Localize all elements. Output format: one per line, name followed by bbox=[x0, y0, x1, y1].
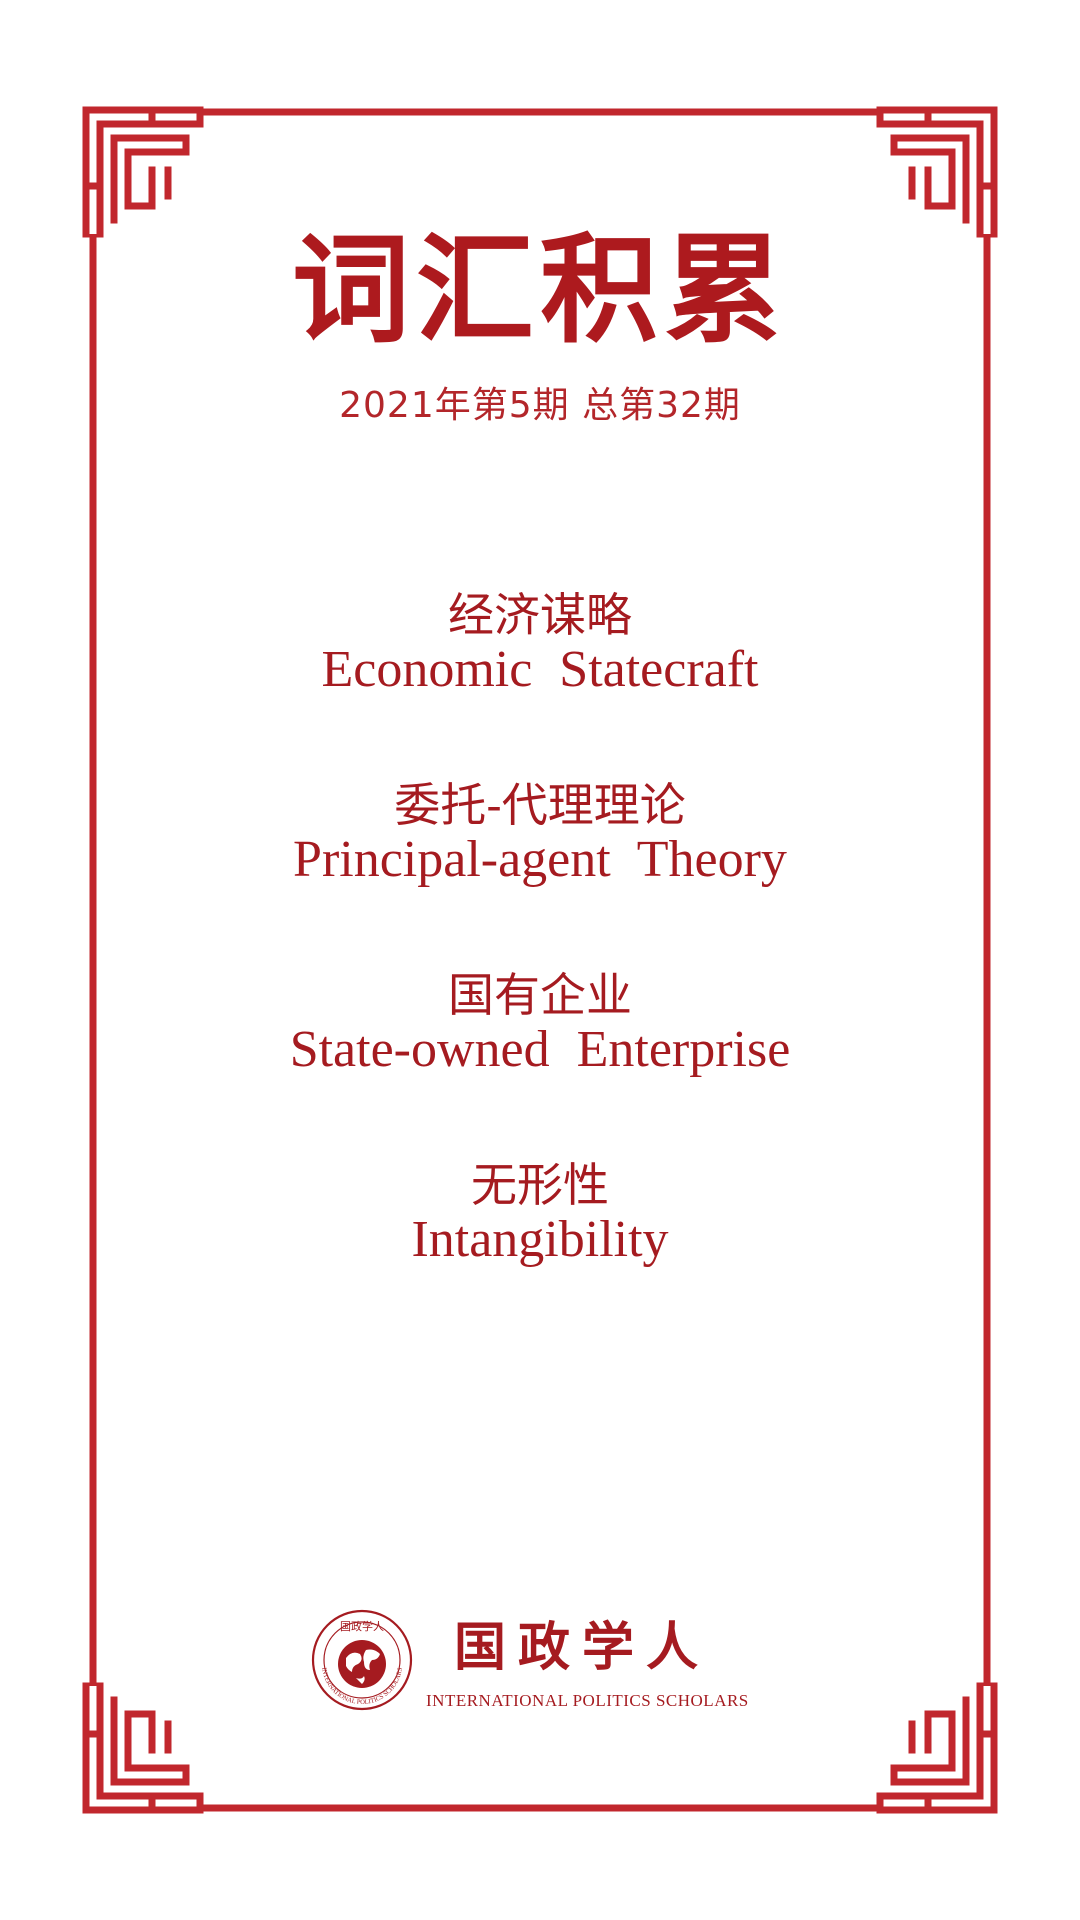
page-title: 词汇积累 bbox=[291, 220, 788, 359]
logo-subtitle: INTERNATIONAL POLITICS SCHOLARS bbox=[426, 1691, 749, 1710]
frame-corner-bottom-left bbox=[86, 1686, 200, 1810]
term-english: State-owned Enterprise bbox=[289, 1021, 791, 1078]
term-list: 经济谋略 Economic Statecraft 委托-代理理论 Princip… bbox=[0, 588, 1080, 1348]
term-english: Intangibility bbox=[411, 1211, 669, 1268]
term-item: 委托-代理理论 Principal-agent Theory bbox=[0, 778, 1080, 968]
term-chinese: 委托-代理理论 bbox=[394, 778, 686, 832]
emblem-top-text: 国政学人 bbox=[340, 1619, 384, 1633]
logo-name: 国政学人 bbox=[454, 1617, 711, 1678]
globe-icon bbox=[338, 1640, 386, 1688]
term-item: 无形性 Intangibility bbox=[0, 1158, 1080, 1348]
term-item: 国有企业 State-owned Enterprise bbox=[0, 968, 1080, 1158]
issue-number: 2021年第5期 总第32期 bbox=[339, 385, 741, 426]
term-chinese: 国有企业 bbox=[448, 968, 632, 1022]
term-item: 经济谋略 Economic Statecraft bbox=[0, 588, 1080, 778]
logo-emblem: 国政学人 INTERNATIONAL POLITICS SCHOLARS bbox=[311, 1609, 413, 1711]
frame-corner-bottom-right bbox=[880, 1686, 994, 1810]
term-english: Economic Statecraft bbox=[321, 641, 759, 698]
frame-corner-top-right bbox=[880, 110, 994, 234]
term-chinese: 无形性 bbox=[471, 1158, 609, 1212]
term-chinese: 经济谋略 bbox=[448, 588, 632, 642]
term-english: Principal-agent Theory bbox=[293, 831, 787, 888]
frame-corner-top-left bbox=[86, 110, 200, 234]
